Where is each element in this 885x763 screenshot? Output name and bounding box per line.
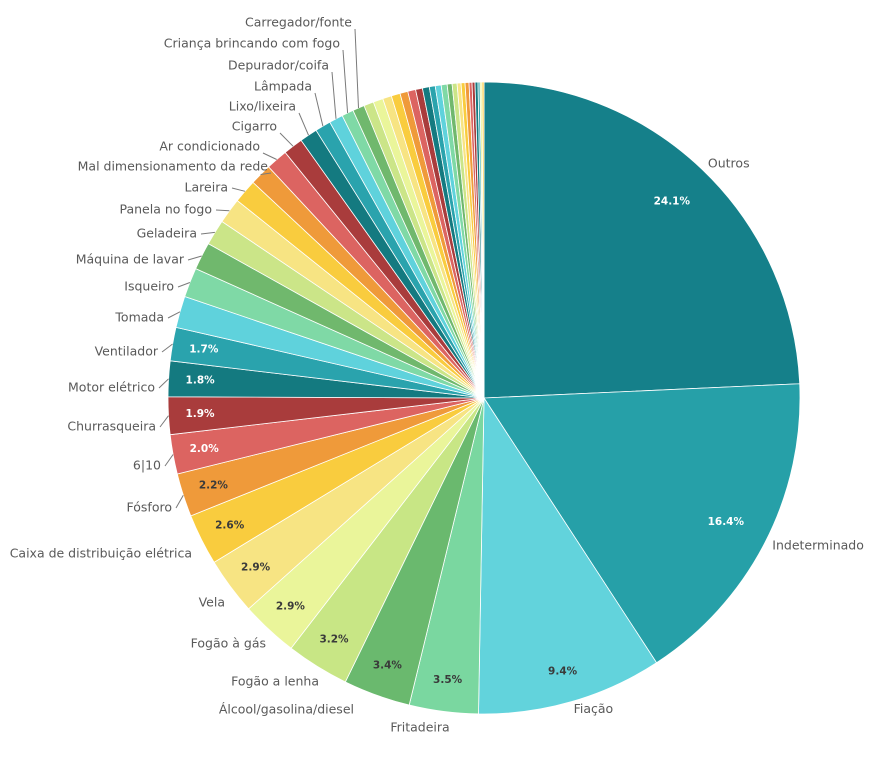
value-labels-layer: 24.1% 16.4% 9.4% 3.5% 3.4% 3.2% 2.9% 2.9% 2.6% 2.… — [185, 196, 744, 686]
category-label-panela-no-fogo: Panela no fogo — [119, 202, 212, 217]
value-label-6-10: 2.0% — [190, 443, 220, 455]
category-label-alcool-gasolina-diesel: Álcool/gasolina/diesel — [219, 702, 354, 717]
value-label-fritadeira: 3.5% — [433, 674, 463, 686]
leader-line-tomada — [167, 311, 181, 319]
leader-line-panela-no-fogo — [215, 209, 230, 212]
category-label-outros: Outros — [708, 155, 750, 170]
leader-line-churrasqueira — [159, 415, 169, 428]
value-label-fogao-a-lenha: 3.2% — [319, 634, 349, 646]
leader-line-carregador-fonte — [354, 28, 359, 109]
value-label-indeterminado: 16.4% — [708, 516, 745, 528]
category-label-fogao-a-gas: Fogão à gás — [191, 636, 266, 651]
category-label-lampada: Lâmpada — [254, 79, 312, 94]
category-label-fiacao: Fiação — [574, 701, 614, 716]
category-label-crianca-brincando-com-fogo: Criança brincando com fogo — [164, 36, 340, 51]
leader-line-fosforo — [175, 494, 184, 509]
category-label-maquina-de-lavar: Máquina de lavar — [76, 252, 185, 267]
leader-line-cigarro — [279, 132, 294, 147]
category-label-indeterminado: Indeterminado — [772, 537, 864, 552]
slices-layer — [167, 81, 801, 715]
leader-line-lixo-lixeira — [298, 112, 309, 136]
category-label-caixa-de-distribuicao-eletrica: Caixa de distribuição elétrica — [10, 546, 192, 561]
category-label-ventilador: Ventilador — [95, 344, 159, 359]
category-label-fogao-a-lenha: Fogão a lenha — [231, 674, 319, 689]
leader-line-geladeira — [200, 231, 215, 235]
leader-line-depurador-coifa — [331, 71, 337, 119]
category-label-lareira: Lareira — [185, 180, 228, 195]
value-label-motor-eletrico: 1.8% — [186, 375, 216, 387]
category-label-motor-eletrico: Motor elétrico — [68, 380, 155, 395]
slice-outros[interactable] — [483, 81, 801, 399]
category-labels-layer: Outros Indeterminado Fiação Fritadeira Álcoo… — [10, 15, 864, 735]
category-label-tomada: Tomada — [114, 310, 164, 325]
leader-line-crianca-brincando-com-fogo — [342, 49, 349, 114]
leader-line-lampada — [314, 92, 324, 127]
category-label-depurador-coifa: Depurador/coifa — [228, 58, 329, 73]
value-label-fiacao: 9.4% — [548, 665, 578, 677]
value-label-outros: 24.1% — [654, 196, 691, 208]
slice-indeterminado[interactable] — [483, 383, 801, 664]
value-label-fogao-a-gas: 2.9% — [276, 600, 306, 612]
category-label-churrasqueira: Churrasqueira — [67, 419, 156, 434]
leader-line-6-10 — [164, 454, 174, 467]
value-label-fosforo: 2.2% — [199, 480, 229, 492]
leader-lines-layer — [158, 28, 359, 509]
slice-fiacao[interactable] — [478, 396, 658, 715]
value-label-caixa-de-distribuicao-eletrica: 2.6% — [215, 519, 245, 531]
leader-line-ventilador — [161, 343, 173, 353]
slice-other[interactable] — [481, 81, 485, 399]
value-label-vela: 2.9% — [241, 562, 271, 574]
value-label-alcool-gasolina-diesel: 3.4% — [373, 660, 403, 672]
category-label-vela: Vela — [199, 595, 225, 610]
category-label-fosforo: Fósforo — [127, 500, 172, 515]
category-label-carregador-fonte: Carregador/fonte — [245, 15, 352, 30]
value-label-ventilador: 1.7% — [189, 343, 219, 355]
category-label-cigarro: Cigarro — [232, 119, 277, 134]
category-label-mal-dimensionamento-da-rede: Mal dimensionamento da rede — [78, 159, 269, 174]
category-label-fritadeira: Fritadeira — [390, 720, 449, 735]
leader-line-mal-dimensionamento-da-rede — [260, 172, 272, 175]
leader-line-motor-eletrico — [158, 378, 169, 389]
category-label-6-10: 6|10 — [133, 458, 161, 473]
leader-line-lareira — [231, 187, 246, 192]
category-label-ar-condicionado: Ar condicionado — [159, 139, 260, 154]
value-label-churrasqueira: 1.9% — [185, 408, 215, 420]
category-label-geladeira: Geladeira — [137, 226, 197, 241]
category-label-lixo-lixeira: Lixo/lixeira — [229, 99, 296, 114]
category-label-isqueiro: Isqueiro — [124, 279, 174, 294]
leader-line-ar-condicionado — [262, 152, 277, 160]
leader-line-isqueiro — [177, 282, 191, 288]
leader-line-maquina-de-lavar — [187, 255, 202, 261]
